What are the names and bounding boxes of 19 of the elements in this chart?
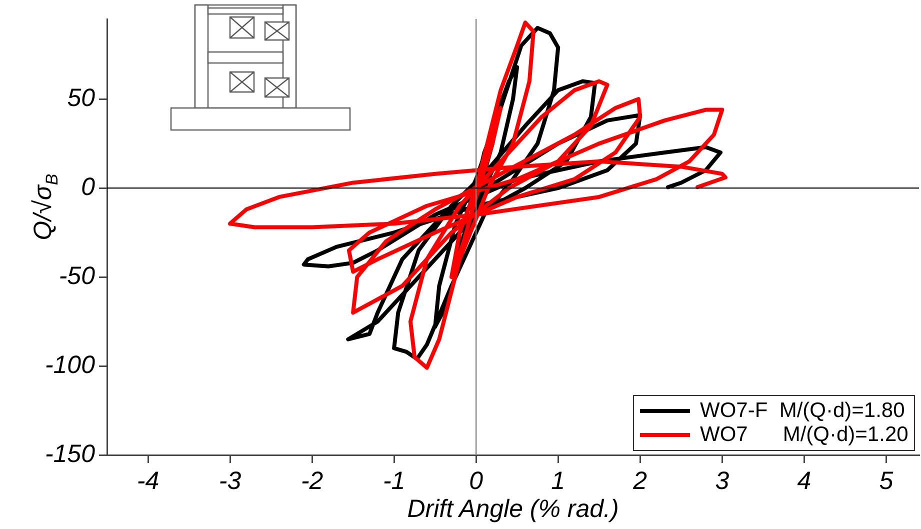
x-tick-label: 1 <box>551 466 566 495</box>
x-tick-label: 0 <box>469 466 484 495</box>
x-tick-label: 2 <box>632 466 648 495</box>
legend-label: WO7-F M/(Q·d)=1.80 <box>700 399 905 423</box>
y-axis-title: Q/√σB <box>28 174 62 240</box>
x-axis-title: Drift Angle (% rad.) <box>407 494 619 523</box>
x-tick-label: -3 <box>218 466 242 495</box>
x-tick-label: 5 <box>879 466 894 495</box>
x-tick-label: -2 <box>300 466 324 495</box>
y-tick-label: 0 <box>81 173 96 202</box>
y-tick-label: -100 <box>44 350 96 379</box>
x-tick-label: 3 <box>715 466 730 495</box>
legend-label: WO7 M/(Q·d)=1.20 <box>700 423 908 447</box>
y-tick-label: -50 <box>58 262 96 290</box>
x-tick-label: -4 <box>136 466 160 495</box>
y-tick-label: -150 <box>44 440 96 468</box>
y-tick-label: 50 <box>67 84 96 112</box>
x-tick-label: 4 <box>797 466 812 495</box>
x-tick-label: -1 <box>382 466 406 495</box>
